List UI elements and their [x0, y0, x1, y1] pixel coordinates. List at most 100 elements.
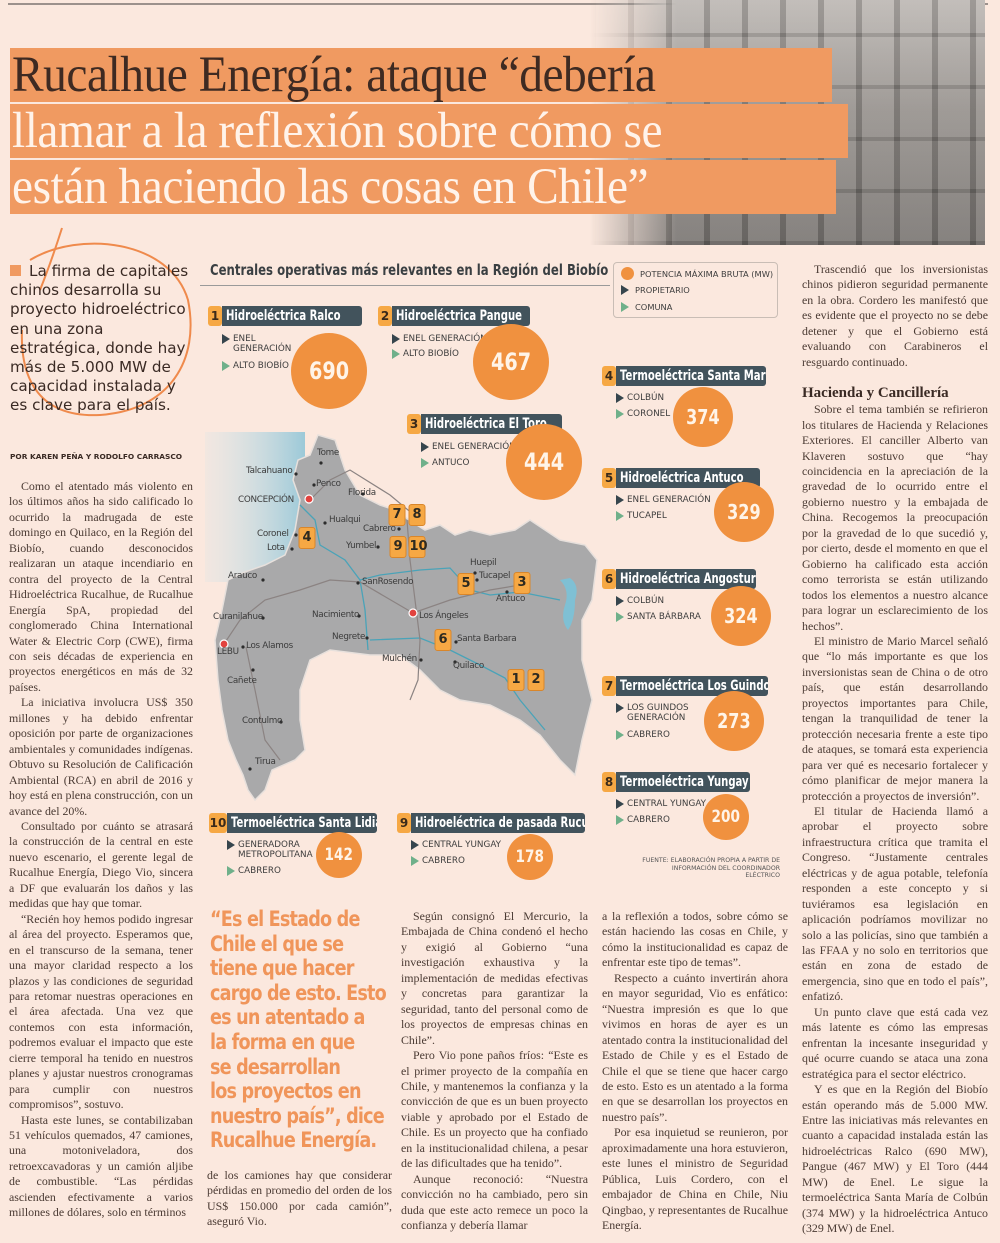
map-marker-4: 4 [298, 527, 316, 549]
plant-name: Hidroeléctrica Antuco [616, 468, 760, 488]
city-dots [241, 461, 509, 771]
paragraph: El titular de Hacienda llamó a aprobar e… [802, 803, 988, 1004]
city-label: Antuco [496, 594, 526, 604]
plant-owner: ENEL GENERACIÓN [222, 334, 291, 354]
subheading: Hacienda y Cancillería [802, 385, 949, 402]
paragraph: de los camiones hay que considerar pérdi… [207, 1168, 392, 1229]
plant-owner: CENTRAL YUNGAY [411, 840, 501, 850]
plant-number: 4 [602, 366, 616, 386]
map-marker-9: 9 [389, 536, 407, 558]
power-circle: 178 [507, 834, 553, 880]
paragraph: Respecto a cuánto invertirán ahora en ma… [602, 970, 788, 1124]
plant-commune: CABRERO [616, 730, 670, 740]
commune-triangle-icon [411, 856, 419, 866]
city-label: LEBU [217, 647, 239, 657]
power-circle: 374 [673, 387, 733, 447]
plant-commune: CORONEL [616, 409, 670, 419]
paragraph: Por esa inquietud se reunieron, por apro… [602, 1125, 788, 1233]
plant-number: 8 [602, 772, 616, 792]
city-label: Mulchén [382, 654, 417, 664]
city-label: SanRosendo [362, 577, 414, 587]
body-column-3: Según consignó El Mercurio, la Embajada … [401, 909, 588, 1234]
owner-triangle-icon [421, 442, 429, 452]
map-marker-3: 3 [513, 572, 531, 594]
city-label: Nacimiento [312, 610, 360, 620]
plant-commune: CABRERO [411, 856, 465, 866]
city-label: Hualqui [329, 515, 361, 525]
commune-triangle-icon [222, 361, 230, 371]
power-circle: 444 [506, 424, 582, 500]
legend-owner: PROPIETARIO [635, 285, 690, 295]
paragraph: Como el atentado más violento en los últ… [9, 479, 193, 694]
plant-owner: GENERADORA METROPOLITANA [227, 840, 313, 860]
city-label: Huepil [470, 558, 497, 568]
plant-number: 10 [209, 813, 227, 833]
commune-triangle-icon [616, 815, 624, 825]
plant-owner: COLBÚN [616, 393, 664, 403]
body-column-4: a la reflexión a todos, sobre cómo se es… [602, 909, 788, 1234]
capital-dots [219, 494, 418, 649]
city-label: Florida [348, 488, 376, 498]
decorative-circle-scribble [20, 227, 192, 417]
plant-commune: ALTO BIOBÍO [222, 361, 289, 371]
city-label: CONCEPCIÓN [238, 495, 294, 505]
map-marker-5: 5 [457, 573, 475, 595]
power-circle-icon [621, 267, 634, 280]
map-marker-8: 8 [408, 504, 426, 526]
legend: POTENCIA MÁXIMA BRUTA (MW) PROPIETARIO C… [613, 262, 778, 318]
power-circle: 200 [703, 794, 749, 840]
city-label: Contulmo [242, 716, 283, 726]
owner-triangle-icon [616, 703, 624, 713]
plant-number: 9 [397, 813, 411, 833]
pull-quote: “Es el Estado de Chile el que se tiene que… [210, 907, 387, 1154]
commune-triangle-icon [227, 866, 235, 876]
paragraph: Trascendió que los inversionistas chinos… [802, 262, 988, 369]
commune-triangle-icon [392, 349, 400, 359]
paragraph: Consultado por cuánto se atrasará la con… [9, 818, 193, 911]
owner-triangle-icon [616, 596, 624, 606]
map-marker-2: 2 [527, 669, 545, 691]
divider [200, 285, 610, 286]
paragraph: Sobre el tema también se refirieron los … [802, 402, 988, 633]
headline-line-2: llamar a la reflexión sobre cómo se [10, 104, 848, 158]
owner-triangle-icon [392, 334, 400, 344]
owner-triangle-icon [616, 393, 624, 403]
top-rule [8, 3, 988, 5]
region-outline [214, 434, 598, 802]
map-marker-1: 1 [507, 669, 525, 691]
plant-number: 5 [602, 468, 616, 488]
paragraph: “Recién hoy hemos podido ingresar al áre… [9, 911, 193, 1112]
commune-triangle-icon [621, 302, 629, 312]
city-label: Tucapel [479, 571, 511, 581]
infographic-title: Centrales operativas más relevantes en l… [210, 261, 609, 279]
city-label: Santa Barbara [457, 634, 517, 644]
plant-number: 6 [602, 569, 616, 589]
source-note: FUENTE: ELABORACIÓN PROPIA A PARTIR DE I… [642, 857, 780, 880]
city-label: Tome [317, 448, 340, 458]
map-marker-10: 10 [408, 536, 428, 558]
plant-owner: CENTRAL YUNGAY [616, 799, 706, 809]
city-label: Los Ángeles [419, 611, 469, 621]
city-label: Cabrero [363, 524, 396, 534]
power-circle: 324 [711, 586, 771, 646]
map-marker-7: 7 [388, 504, 406, 526]
lake [560, 578, 577, 630]
byline: POR KAREN PEÑA Y RODOLFO CARRASCO [10, 452, 183, 461]
city-label: Lota [267, 543, 285, 553]
plant-number: 7 [602, 676, 616, 696]
owner-triangle-icon [227, 840, 235, 850]
plant-number: 1 [208, 306, 222, 326]
plant-commune: CABRERO [616, 815, 670, 825]
legend-commune: COMUNA [635, 302, 673, 312]
city-label: Tirua [255, 757, 276, 767]
power-circle: 273 [704, 691, 764, 751]
plant-commune: TUCAPEL [616, 511, 667, 521]
legend-power: POTENCIA MÁXIMA BRUTA (MW) [640, 268, 774, 279]
power-circle: 142 [316, 832, 362, 878]
plant-name: Termoeléctrica Yungay [616, 772, 750, 792]
city-label: Quilaco [453, 661, 484, 671]
power-circle: 329 [714, 482, 774, 542]
owner-triangle-icon [616, 799, 624, 809]
paragraph: a la reflexión a todos, sobre cómo se es… [602, 909, 788, 970]
plant-owner: ENEL GENERACIÓN [392, 334, 487, 344]
